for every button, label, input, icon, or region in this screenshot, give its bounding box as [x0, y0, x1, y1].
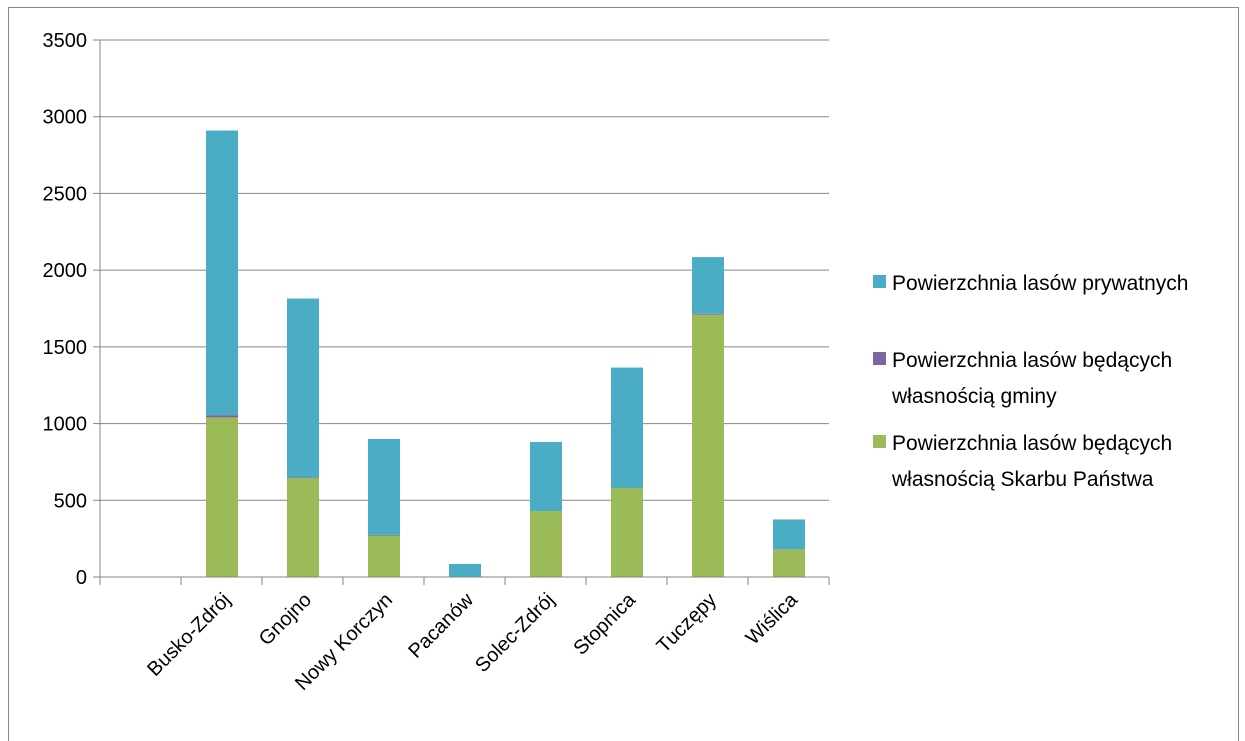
legend-swatch — [873, 275, 886, 288]
x-tick-label: Pacanów — [404, 589, 478, 663]
bar-segment — [287, 477, 319, 479]
x-tick-label: Gnojno — [255, 589, 316, 650]
legend-label: Powierzchnia lasów prywatnych — [892, 272, 1188, 295]
bar-segment — [773, 519, 805, 550]
y-tick-label: 3000 — [43, 107, 88, 129]
legend-label: własnością Skarbu Państwa — [891, 468, 1154, 491]
bar-segment — [368, 535, 400, 577]
y-tick-label: 0 — [76, 567, 87, 589]
y-axis-tick-labels: 0 500 1000 1500 2000 2500 3000 3500 — [43, 30, 88, 589]
bar-segment — [773, 549, 805, 577]
bars — [206, 130, 805, 577]
bar-segment — [206, 417, 238, 577]
bar-segment — [287, 478, 319, 577]
chart-frame — [8, 7, 1239, 741]
bar-segment — [206, 415, 238, 418]
legend-label: Powierzchnia lasów będących — [892, 349, 1172, 372]
x-tick-label: Solec-Zdrój — [471, 589, 559, 677]
x-tick-label: Tuczępy — [653, 589, 721, 657]
bar-segment — [368, 534, 400, 536]
x-tick-label: Stopnica — [569, 588, 640, 659]
axes — [93, 39, 830, 585]
legend-label: własnością gminy — [891, 385, 1057, 408]
legend: Powierzchnia lasów prywatnych Powierzchni… — [873, 272, 1188, 491]
y-tick-label: 2500 — [43, 183, 88, 205]
y-tick-label: 1000 — [43, 414, 88, 436]
bar-segment — [611, 488, 643, 577]
bar-segment — [692, 313, 724, 315]
y-tick-label: 3500 — [43, 30, 88, 52]
bar-segment — [530, 511, 562, 577]
x-tick-label: Busko-Zdrój — [143, 589, 235, 681]
bar-segment — [368, 438, 400, 535]
x-tick-label: Wiślica — [742, 588, 803, 649]
bar-segment — [449, 563, 481, 577]
legend-swatch — [873, 435, 886, 448]
bar-segment — [287, 298, 319, 478]
bar-segment — [611, 367, 643, 489]
bar-segment — [206, 130, 238, 416]
y-tick-label: 1500 — [43, 337, 88, 359]
y-tick-label: 2000 — [43, 260, 88, 282]
legend-label: Powierzchnia lasów będących — [892, 432, 1172, 455]
bar-segment — [692, 314, 724, 577]
bar-segment — [530, 441, 562, 512]
legend-swatch — [873, 352, 886, 365]
y-tick-label: 500 — [54, 490, 87, 512]
bar-segment — [692, 257, 724, 314]
